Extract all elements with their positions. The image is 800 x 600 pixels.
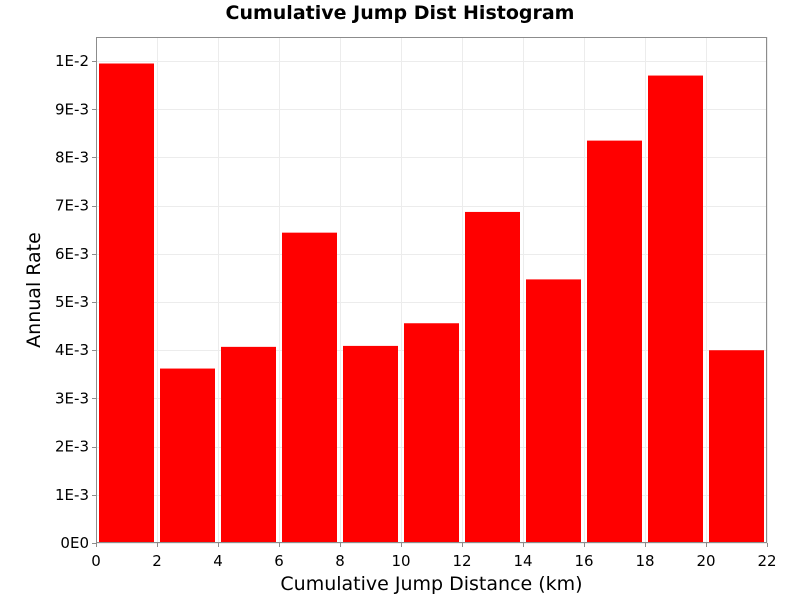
- y-axis: 0E0 1E-3 2E-3 3E-3 4E-3 5E-3 6E-3 7E-3 8E-3 9E-3 1…: [55, 52, 96, 552]
- x-tick-label: 8: [335, 552, 345, 570]
- y-tick-label: 4E-3: [55, 341, 89, 359]
- y-axis-label: Annual Rate: [23, 232, 45, 348]
- y-tick-label: 5E-3: [55, 293, 89, 311]
- x-tick-label: 0: [91, 552, 101, 570]
- y-tick-label: 9E-3: [55, 100, 89, 118]
- histogram-bar: [99, 63, 154, 543]
- y-tick-label: 1E-2: [55, 52, 89, 70]
- plot-frame: [96, 37, 767, 543]
- histogram-bar: [404, 323, 459, 543]
- x-tick-label: 6: [274, 552, 284, 570]
- x-axis: 0 2 4 6 8 10 12 14 16 18 20 22: [91, 543, 777, 570]
- histogram-bar: [526, 279, 581, 543]
- y-tick-label: 8E-3: [55, 148, 89, 166]
- x-tick-label: 16: [574, 552, 593, 570]
- histogram-bar: [587, 140, 642, 543]
- histogram-bar: [343, 345, 398, 543]
- y-tick-label: 3E-3: [55, 389, 89, 407]
- x-tick-label: 12: [452, 552, 471, 570]
- x-tick-label: 20: [696, 552, 715, 570]
- bars: [99, 63, 764, 544]
- y-tick-label: 7E-3: [55, 197, 89, 215]
- histogram-bar: [709, 350, 764, 543]
- histogram-bar: [648, 75, 703, 544]
- histogram-bar: [282, 232, 337, 544]
- histogram-bar: [221, 346, 276, 543]
- x-tick-label: 14: [513, 552, 532, 570]
- x-tick-label: 10: [391, 552, 410, 570]
- x-tick-label: 2: [152, 552, 162, 570]
- x-axis-label: Cumulative Jump Distance (km): [280, 573, 582, 595]
- chart-title: Cumulative Jump Dist Histogram: [225, 2, 575, 24]
- y-tick-label: 2E-3: [55, 438, 89, 456]
- x-tick-label: 22: [757, 552, 776, 570]
- x-tick-label: 18: [635, 552, 654, 570]
- x-tick-label: 4: [213, 552, 223, 570]
- y-tick-label: 0E0: [60, 534, 89, 552]
- y-tick-label: 6E-3: [55, 245, 89, 263]
- y-tick-label: 1E-3: [55, 486, 89, 504]
- histogram-bar: [160, 368, 215, 543]
- histogram-bar: [465, 211, 520, 543]
